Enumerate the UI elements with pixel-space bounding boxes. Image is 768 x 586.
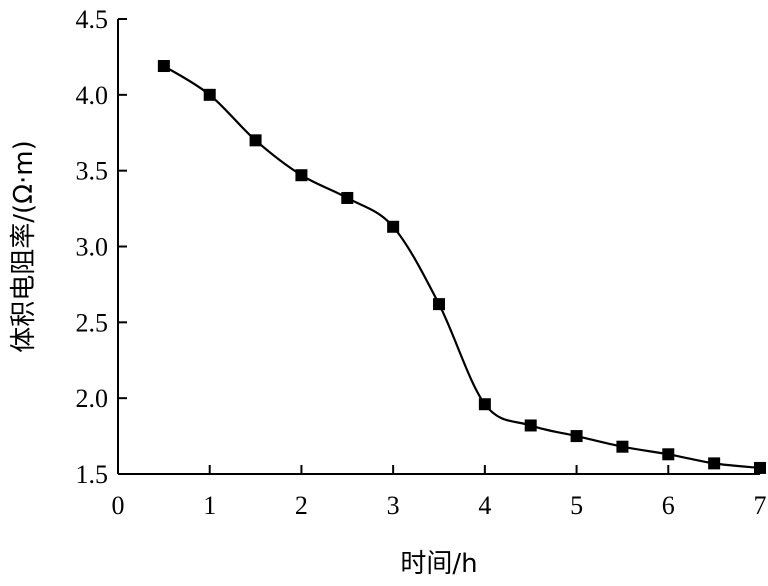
data-point-marker: [478, 398, 491, 411]
x-tick-label: 6: [662, 491, 675, 520]
data-point-marker: [341, 191, 354, 204]
data-point-marker: [295, 169, 308, 182]
x-axis-title: 时间/h: [400, 549, 477, 579]
data-point-marker: [157, 60, 170, 73]
x-tick-label: 3: [387, 491, 400, 520]
data-point-marker: [754, 461, 766, 474]
data-point-marker: [433, 298, 445, 311]
data-point-marker: [387, 220, 400, 233]
data-point-marker: [708, 457, 721, 470]
x-tick-label: 1: [203, 491, 216, 520]
data-point-marker: [616, 440, 629, 453]
x-tick-label: 5: [570, 491, 583, 520]
y-tick-label: 2.5: [76, 308, 109, 337]
y-tick-label: 1.5: [76, 460, 109, 489]
y-tick-label: 3.5: [76, 157, 109, 186]
data-point-marker: [203, 88, 216, 101]
data-point-marker: [249, 134, 262, 147]
y-axis-title: 体积电阻率/(Ω·m): [9, 140, 39, 353]
plot-area: [157, 60, 766, 474]
x-tick-label: 7: [754, 491, 767, 520]
data-point-marker: [524, 419, 537, 432]
axes: [117, 19, 760, 475]
ticks: 1.5 2.0 2.5 3.0 3.5 4.0 4.5 0 1 2 3 4 5 6 7: [76, 5, 767, 520]
x-tick-label: 0: [112, 491, 125, 520]
x-tick-label: 2: [295, 491, 308, 520]
x-tick-label: 4: [478, 491, 491, 520]
series-line: [163, 65, 761, 470]
y-tick-label: 4.0: [76, 81, 109, 110]
y-tick-label: 2.0: [76, 384, 109, 413]
data-point-marker: [662, 448, 675, 461]
data-point-marker: [570, 430, 583, 443]
y-tick-label: 3.0: [76, 233, 109, 262]
y-tick-label: 4.5: [76, 5, 109, 34]
